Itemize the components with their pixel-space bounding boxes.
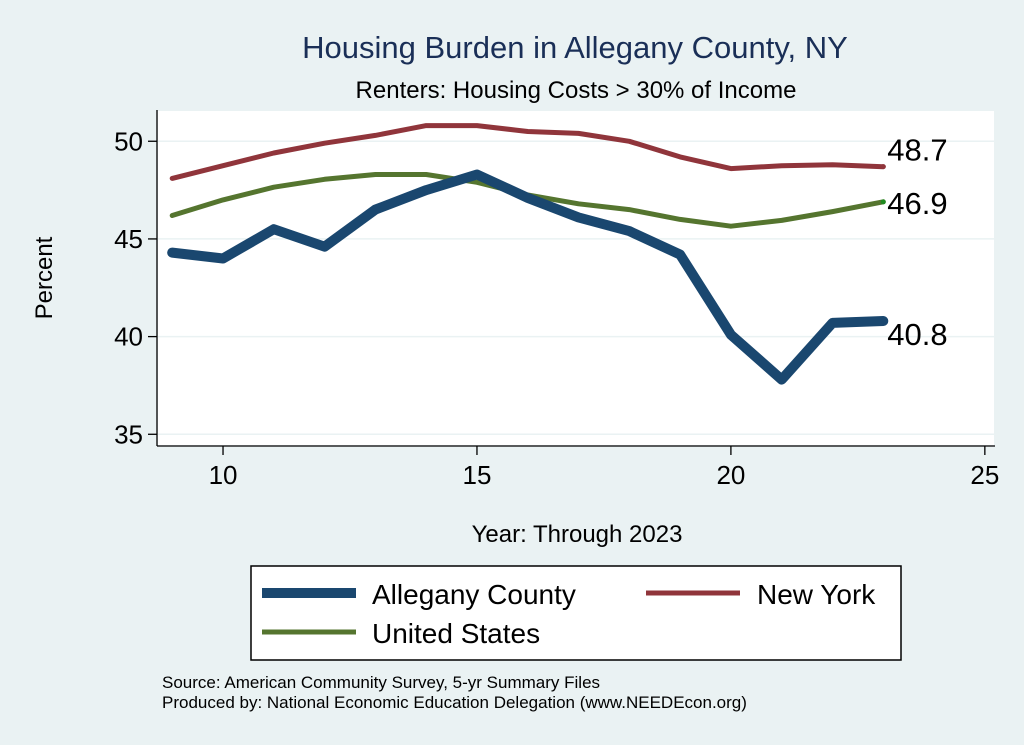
legend: Allegany County New York United States bbox=[250, 565, 902, 661]
chart-title: Housing Burden in Allegany County, NY bbox=[302, 30, 848, 65]
legend-label-allegany: Allegany County bbox=[372, 579, 576, 610]
y-axis-title: Percent bbox=[31, 236, 58, 319]
series-line-new-york bbox=[169, 123, 886, 181]
x-tick-label-20: 20 bbox=[716, 460, 745, 490]
end-label-new-york: 48.7 bbox=[887, 133, 947, 168]
end-labels: 40.8 48.7 46.9 bbox=[887, 133, 947, 352]
y-tick-label-50: 50 bbox=[114, 126, 143, 156]
x-tick-label-15: 15 bbox=[463, 460, 492, 490]
end-label-united-states: 46.9 bbox=[887, 186, 947, 221]
y-tick-label-40: 40 bbox=[114, 322, 143, 352]
x-axis-title: Year: Through 2023 bbox=[472, 521, 683, 548]
axes: 35 40 45 50 10 15 20 25 bbox=[114, 110, 999, 490]
legend-box bbox=[250, 565, 902, 661]
legend-label-new-york: New York bbox=[757, 579, 876, 610]
series-lines bbox=[167, 123, 889, 385]
source-note: Source: American Community Survey, 5-yr … bbox=[162, 673, 600, 692]
series-line-allegany-county bbox=[167, 169, 889, 385]
end-label-allegany-county: 40.8 bbox=[887, 317, 947, 352]
produced-by-note: Produced by: National Economic Education… bbox=[162, 693, 747, 712]
legend-label-united-states: United States bbox=[372, 618, 540, 649]
chart-subtitle: Renters: Housing Costs > 30% of Income bbox=[356, 77, 797, 104]
y-tick-label-35: 35 bbox=[114, 419, 143, 449]
end-point-united-states bbox=[880, 199, 886, 205]
plot-area bbox=[156, 109, 996, 447]
end-point-new-york bbox=[880, 164, 886, 170]
y-tick-label-45: 45 bbox=[114, 224, 143, 254]
x-tick-label-25: 25 bbox=[970, 460, 999, 490]
end-point-allegany-county bbox=[880, 318, 886, 324]
x-tick-label-10: 10 bbox=[209, 460, 238, 490]
